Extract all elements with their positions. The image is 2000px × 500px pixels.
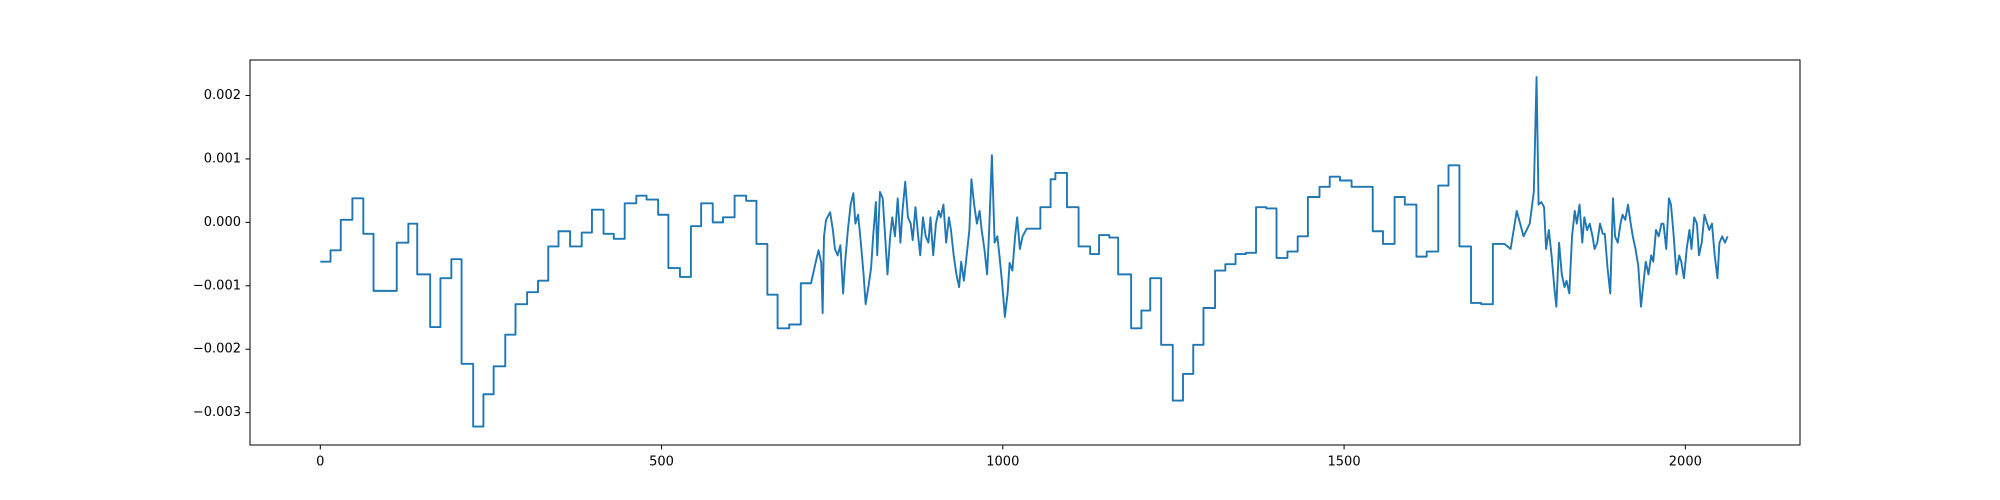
x-tick-label: 1500: [1328, 455, 1361, 470]
x-tick-label: 2000: [1669, 455, 1702, 470]
y-tick-label: 0.000: [204, 215, 241, 230]
y-tick-label: 0.002: [204, 88, 241, 103]
x-tick-label: 1000: [986, 455, 1019, 470]
x-tick-label: 500: [649, 455, 674, 470]
x-tick-label: 0: [316, 455, 324, 470]
y-tick-label: −0.001: [193, 278, 241, 293]
y-tick-label: −0.002: [193, 342, 241, 357]
line-series: [320, 76, 1729, 428]
plot-frame: [249, 59, 1801, 446]
y-tick-label: −0.003: [193, 405, 241, 420]
y-tick-label: 0.001: [204, 151, 241, 166]
